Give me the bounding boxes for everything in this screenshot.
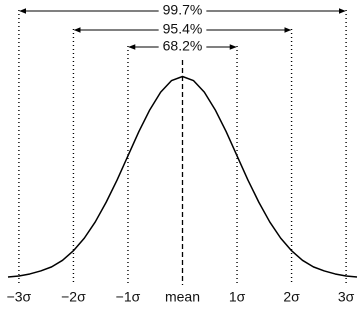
x-tick-label: mean [165, 289, 200, 305]
x-tick-label: 1σ [229, 289, 246, 305]
x-tick-label: −2σ [61, 289, 86, 305]
label-background [158, 1, 207, 18]
range-label: 99.7% [163, 2, 203, 18]
x-tick-label: −1σ [116, 289, 141, 305]
x-tick-label: 3σ [338, 289, 355, 305]
x-tick-label: 2σ [283, 289, 300, 305]
density-curve [7, 75, 358, 278]
range-label: 95.4% [163, 21, 203, 37]
label-background [158, 37, 207, 54]
x-tick-label: −3σ [7, 289, 32, 305]
range-label: 68.2% [163, 38, 203, 54]
label-background [158, 20, 207, 37]
